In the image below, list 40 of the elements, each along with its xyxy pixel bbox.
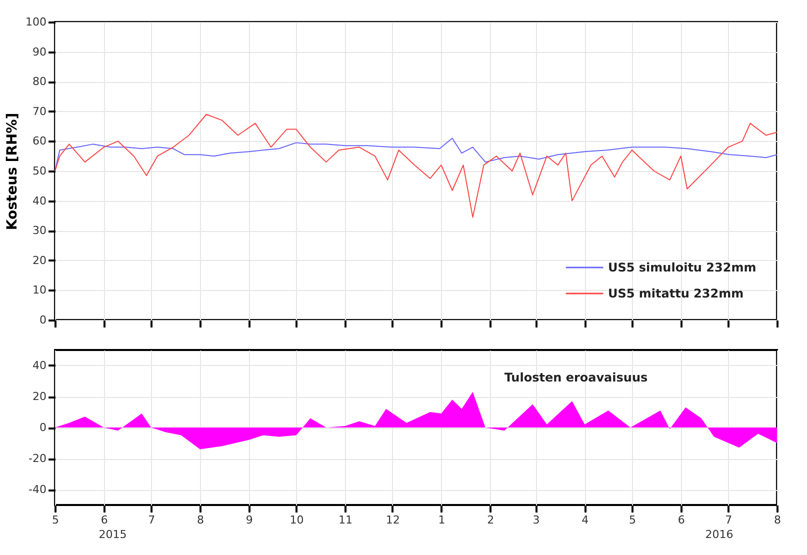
y-tick-label: 0: [40, 421, 46, 434]
x-tick-label: 4: [582, 514, 589, 526]
x-tick-label: 12: [386, 514, 400, 526]
y-tick-label: -20: [28, 452, 46, 465]
x-tick-label: 3: [532, 514, 540, 526]
x-tick-label: 7: [725, 514, 732, 526]
y-tick-label: 70: [32, 104, 46, 118]
y-tick-label: -40: [28, 483, 46, 496]
legend-label: US5 simuloitu 232mm: [608, 260, 756, 274]
x-tick-label: 8: [197, 514, 204, 526]
x-tick-label: 5: [628, 514, 636, 526]
x-tick-label: 10: [290, 514, 304, 526]
line-series: [54, 138, 778, 172]
y-tick-label: 40: [32, 359, 46, 372]
x-tick-label: 1: [438, 514, 446, 526]
y-tick-label: 50: [32, 164, 46, 178]
legend-label: US5 mitattu 232mm: [608, 286, 744, 300]
y-tick-label: 20: [32, 254, 46, 267]
x-tick-label: 11: [338, 514, 353, 526]
y-tick-label: 90: [32, 45, 46, 58]
x-tick-label: 2: [487, 514, 494, 526]
y-tick-label: 40: [32, 194, 46, 208]
y-tick-label: 60: [32, 134, 46, 148]
x-tick-label: 9: [246, 514, 253, 526]
y-tick-label: 30: [32, 224, 46, 238]
y-tick-label: 20: [32, 390, 46, 403]
y-tick-label: 0: [40, 314, 46, 326]
text: 2015: [98, 528, 127, 541]
text: 2016: [705, 528, 734, 541]
x-tick-label: 5: [52, 514, 59, 526]
x-tick-label: 7: [148, 514, 156, 526]
x-tick-label: 6: [678, 514, 685, 526]
y-axis-title: Kosteus [RH%]: [4, 112, 21, 230]
y-tick-label: 10: [32, 284, 46, 297]
x-tick-label: 8: [774, 514, 781, 526]
line-series: [54, 114, 778, 218]
series-label: Tulosten eroavaisuus: [504, 370, 648, 384]
y-tick-label: 100: [26, 16, 46, 28]
x-tick-label: 6: [100, 514, 108, 526]
y-tick-label: 80: [32, 75, 46, 88]
